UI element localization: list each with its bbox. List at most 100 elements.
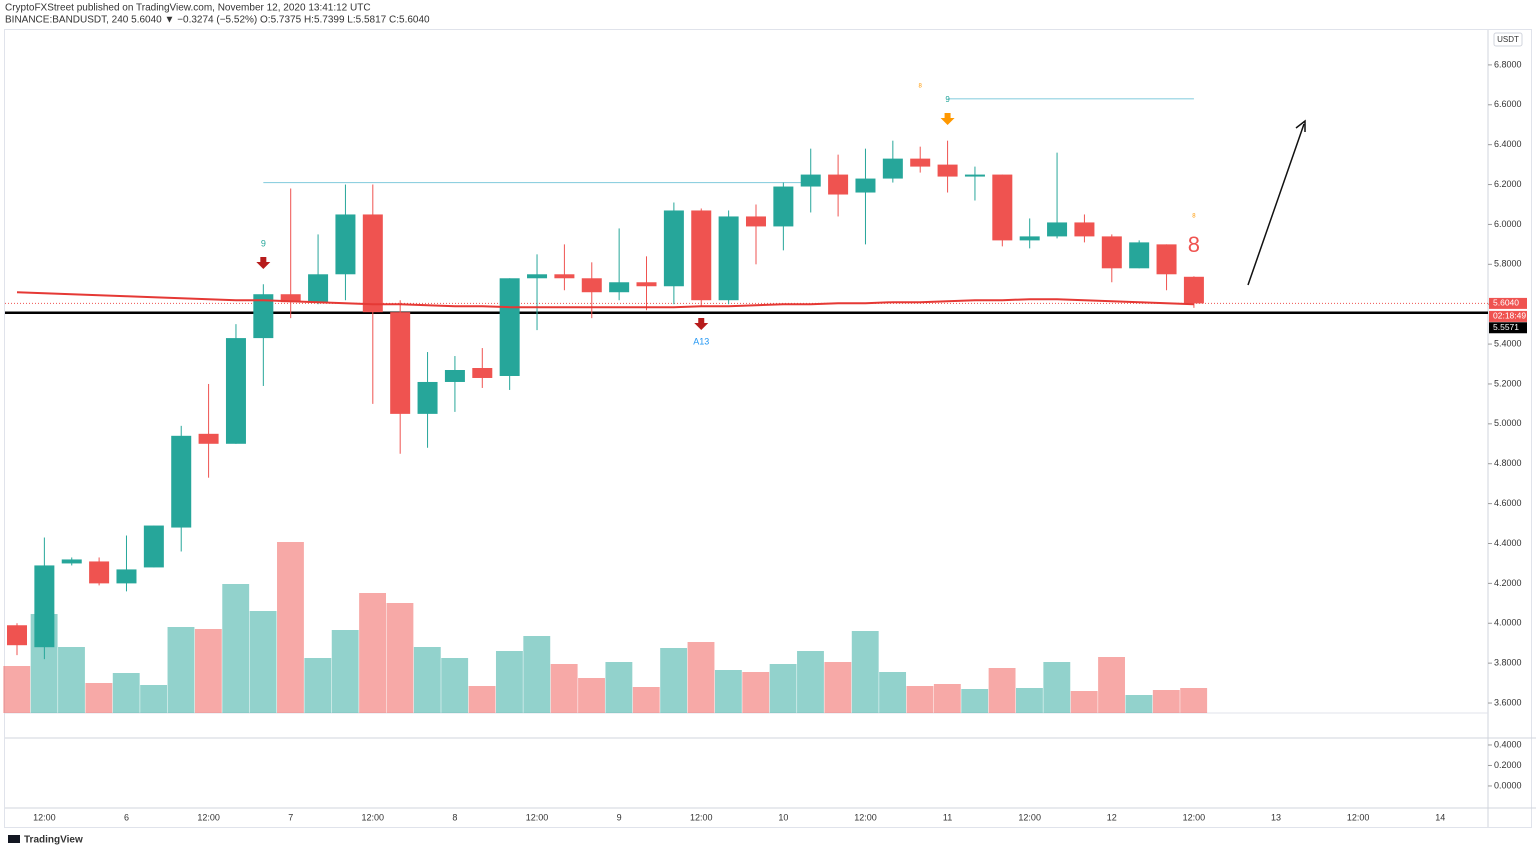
volume-bar — [879, 672, 907, 713]
brand-logo — [8, 835, 20, 843]
x-tick-label: 14 — [1435, 812, 1445, 822]
candle-body — [527, 274, 548, 279]
x-tick-label: 12:00 — [854, 812, 877, 822]
x-tick-label: 12:00 — [33, 812, 56, 822]
candle-body — [390, 312, 411, 414]
volume-bar — [714, 670, 742, 713]
volume-bar — [194, 629, 222, 713]
annotation: 8 — [1188, 232, 1200, 257]
volume-bar — [824, 662, 852, 713]
x-tick-label: 12:00 — [1183, 812, 1206, 822]
x-tick-label: 12:00 — [197, 812, 220, 822]
volume-bar — [550, 664, 578, 713]
volume-bar — [605, 662, 633, 713]
x-tick-label: 12:00 — [1018, 812, 1041, 822]
candle-body — [855, 178, 876, 193]
x-tick-label: 6 — [124, 812, 129, 822]
volume-bar — [1125, 695, 1153, 713]
y-tick-label: 0.4000 — [1494, 739, 1522, 749]
candle-body — [1156, 244, 1177, 275]
x-tick-label: 12:00 — [362, 812, 385, 822]
support-label-box — [1489, 322, 1527, 334]
volume-bar — [988, 668, 1016, 713]
candle-body — [89, 561, 110, 584]
volume-bar — [632, 687, 660, 713]
y-tick-label: 6.6000 — [1494, 99, 1522, 109]
candle-body — [937, 164, 958, 177]
candle-body — [116, 569, 137, 584]
candle-body — [773, 186, 794, 227]
volume-bar — [906, 686, 934, 713]
volume-bar — [441, 658, 469, 713]
signal-arrow — [694, 318, 709, 330]
brand: TradingView — [24, 835, 83, 846]
y-tick-label: 6.8000 — [1494, 59, 1522, 69]
x-tick-label: 12:00 — [1347, 812, 1370, 822]
countdown: 02:18:49 — [1493, 311, 1526, 321]
x-tick-label: 9 — [617, 812, 622, 822]
ema-line — [16, 291, 1194, 309]
y-tick-label: 3.6000 — [1494, 697, 1522, 707]
volume-bar — [742, 672, 770, 713]
y-tick-label: 6.0000 — [1494, 219, 1522, 229]
candle-body — [1183, 276, 1204, 304]
volume-bar — [1098, 657, 1125, 713]
y-tick-label: 4.4000 — [1494, 538, 1522, 548]
annotation: 8 — [919, 84, 923, 90]
volume-bar — [140, 685, 168, 713]
candle-body — [828, 174, 849, 195]
volume-bar — [578, 678, 605, 713]
candle-body — [143, 525, 164, 568]
volume-bar — [1070, 691, 1098, 713]
volume-bar — [222, 584, 250, 713]
candle-body — [992, 174, 1013, 241]
y-tick-label: 0.0000 — [1494, 780, 1522, 790]
candle-body — [253, 294, 274, 339]
volume-bar — [961, 689, 989, 713]
signal-arrow — [256, 257, 271, 269]
candle-body — [718, 216, 739, 301]
candle-body — [225, 338, 246, 444]
volume-bar — [769, 664, 797, 713]
volume-bar — [851, 631, 879, 713]
volume-bar — [1016, 688, 1043, 713]
volume-bar — [468, 686, 496, 713]
volume-bar — [167, 627, 195, 713]
candle-body — [636, 282, 657, 287]
candle-body — [609, 282, 630, 293]
volume-bar — [797, 651, 824, 713]
candle-body — [171, 435, 192, 528]
x-tick-label: 12:00 — [690, 812, 713, 822]
frame — [4, 29, 1532, 828]
x-tick-label: 8 — [452, 812, 457, 822]
candle-body — [198, 433, 219, 444]
x-tick-label: 13 — [1271, 812, 1281, 822]
candle-body — [1047, 222, 1068, 237]
candle-body — [882, 158, 903, 179]
volume-bar — [386, 603, 414, 713]
y-tick-label: 3.8000 — [1494, 658, 1522, 668]
candle-body — [663, 210, 684, 287]
volume-bar — [413, 647, 441, 713]
arrow — [1247, 123, 1305, 286]
volume-bar — [58, 647, 85, 713]
support-label: 5.5571 — [1493, 322, 1519, 332]
candle-body — [417, 381, 438, 414]
candle-body — [34, 565, 55, 648]
x-tick-label: 10 — [778, 812, 788, 822]
header: CryptoFXStreet published on TradingView.… — [5, 3, 371, 14]
y-tick-label: 0.2000 — [1494, 760, 1522, 770]
y-tick-label: 4.8000 — [1494, 458, 1522, 468]
y-tick-label: 6.2000 — [1494, 179, 1522, 189]
candle-body — [1129, 242, 1150, 269]
y-tick-label: 5.8000 — [1494, 259, 1522, 269]
candle-body — [499, 278, 520, 376]
candle-body — [745, 216, 766, 227]
candle-body — [1074, 222, 1095, 237]
candle-body — [1101, 236, 1122, 269]
y-tick-label: 5.4000 — [1494, 338, 1522, 348]
symbol-line: BINANCE:BANDUSDT, 240 5.6040 ▼ −0.3274 (… — [5, 15, 430, 26]
volume-bar — [359, 593, 386, 713]
candle-body — [581, 278, 602, 293]
